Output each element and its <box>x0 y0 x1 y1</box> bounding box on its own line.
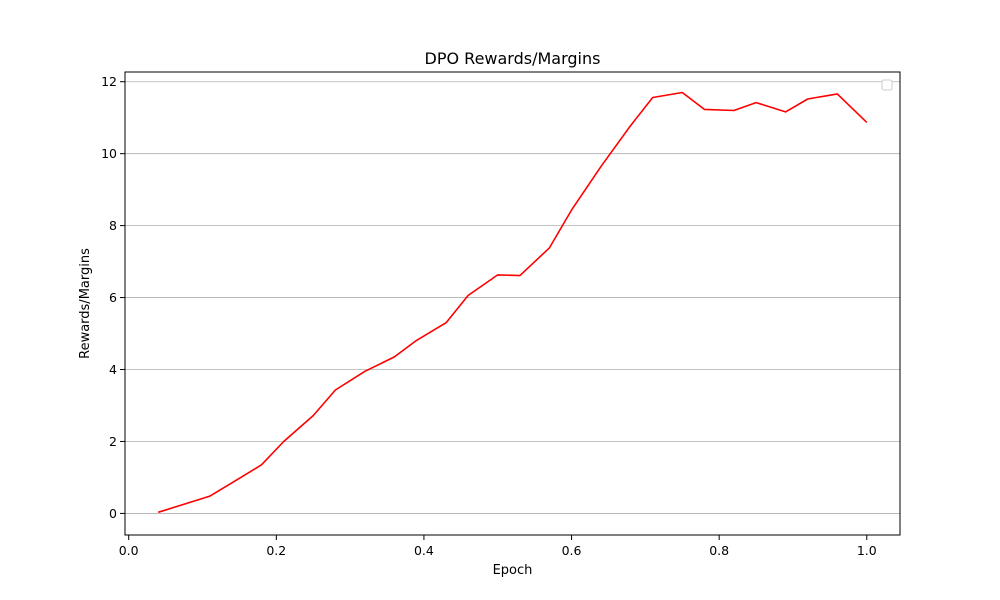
y-tick-label: 4 <box>109 362 117 377</box>
y-tick-label: 0 <box>109 506 117 521</box>
y-tick-label: 10 <box>101 146 117 161</box>
y-axis: 0 2 4 6 8 10 12 <box>101 74 125 521</box>
legend-box <box>881 79 893 91</box>
x-tick-label: 0.0 <box>119 543 139 558</box>
x-tick-label: 0.6 <box>562 543 582 558</box>
series-line <box>157 91 868 514</box>
chart-title: DPO Rewards/Margins <box>425 49 601 68</box>
plot-frame <box>124 71 901 536</box>
x-axis-label: Epoch <box>493 563 533 578</box>
x-tick-label: 0.2 <box>266 543 286 558</box>
x-axis: 0.0 0.2 0.4 0.6 0.8 1.0 <box>119 535 877 558</box>
series-layer <box>157 91 868 514</box>
y-tick-label: 8 <box>109 218 117 233</box>
y-tick-label: 2 <box>109 434 117 449</box>
y-tick-label: 12 <box>101 74 117 89</box>
y-axis-label: Rewards/Margins <box>78 248 93 359</box>
gridlines <box>125 81 900 514</box>
y-tick-label: 6 <box>109 290 117 305</box>
x-tick-label: 0.4 <box>414 543 434 558</box>
x-tick-label: 0.8 <box>709 543 729 558</box>
x-tick-label: 1.0 <box>857 543 877 558</box>
